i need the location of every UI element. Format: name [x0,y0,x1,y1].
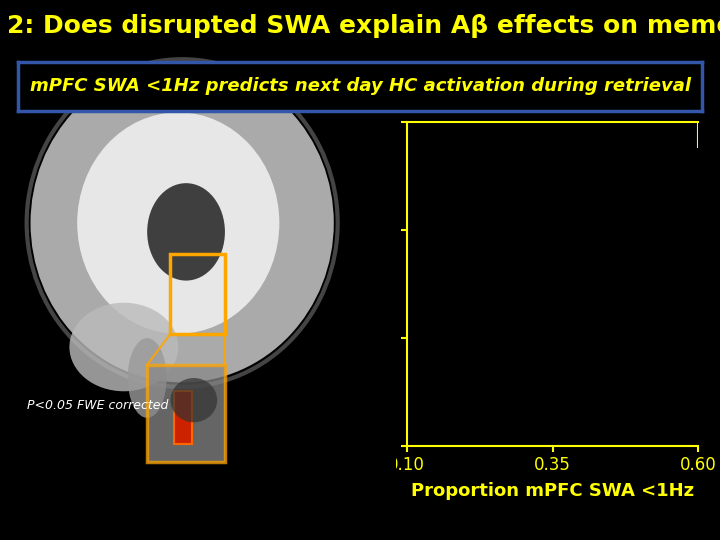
Ellipse shape [30,64,334,382]
Text: P<0.05 FWE corrected: P<0.05 FWE corrected [27,399,168,412]
Bar [147,364,225,462]
Ellipse shape [77,112,279,334]
Ellipse shape [69,303,179,392]
Ellipse shape [171,378,217,422]
Ellipse shape [147,183,225,281]
X-axis label: Proportion mPFC SWA <1Hz: Proportion mPFC SWA <1Hz [411,482,694,500]
Bar [171,254,225,334]
Y-axis label: Retrieval-related HC
activity [au]: Retrieval-related HC activity [au] [315,196,348,371]
Text: Aim 2: Does disrupted SWA explain Aβ effects on memory?: Aim 2: Does disrupted SWA explain Aβ eff… [0,14,720,37]
Bar [174,392,192,444]
Ellipse shape [127,338,166,418]
Text: r =-0.59, P = 0.004: r =-0.59, P = 0.004 [464,78,642,96]
Text: mPFC SWA <1Hz predicts next day HC activation during retrieval: mPFC SWA <1Hz predicts next day HC activ… [30,77,690,96]
